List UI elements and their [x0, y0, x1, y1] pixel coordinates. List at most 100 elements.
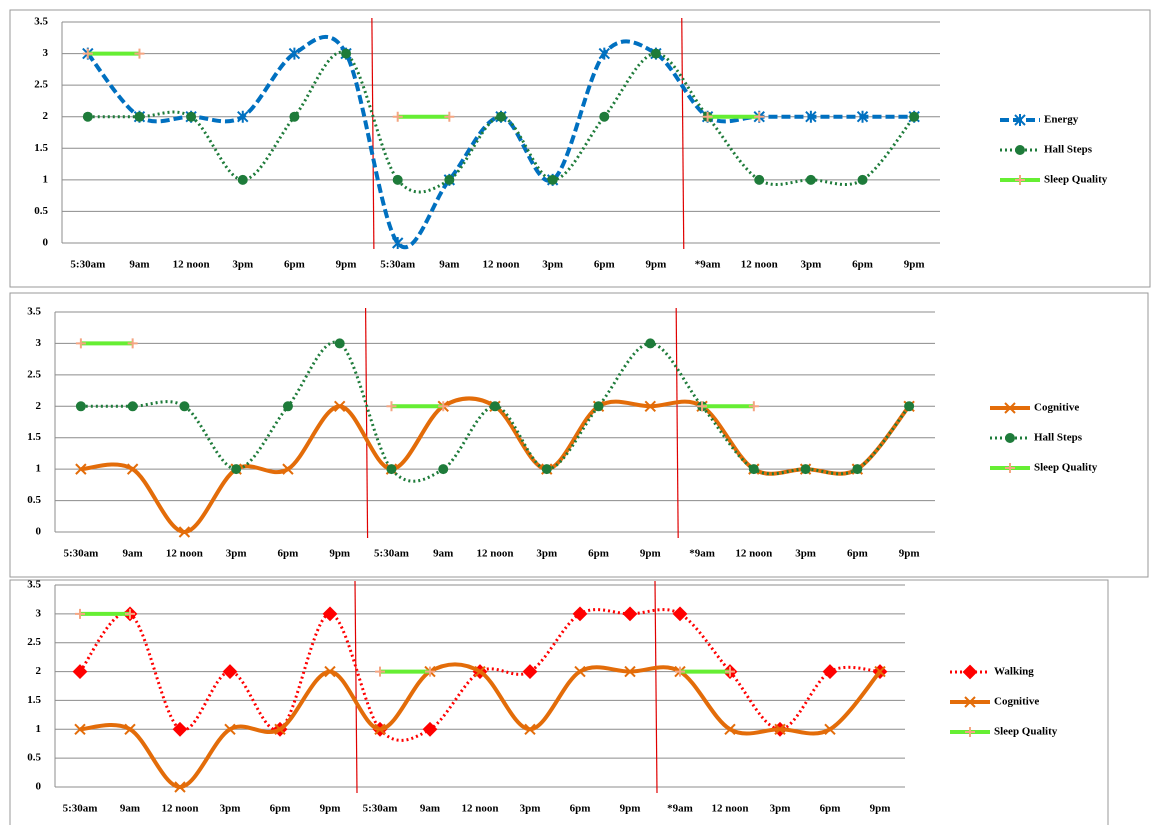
marker	[1005, 463, 1015, 473]
x-tick-label: 3pm	[542, 259, 563, 271]
marker	[800, 464, 811, 475]
x-tick-label: 9pm	[329, 548, 350, 560]
marker	[904, 401, 915, 412]
marker	[288, 47, 301, 60]
marker	[282, 401, 293, 412]
marker	[748, 401, 759, 412]
y-tick-label: 2.5	[34, 79, 48, 91]
marker	[282, 463, 294, 475]
y-tick-label: 0	[36, 781, 42, 793]
marker	[645, 338, 656, 349]
x-tick-label: 3pm	[800, 259, 821, 271]
marker	[856, 110, 869, 123]
x-tick-label: 6pm	[278, 548, 299, 560]
day-separator	[354, 580, 358, 794]
marker	[622, 606, 638, 622]
marker	[75, 401, 86, 412]
y-tick-label: 3	[36, 337, 42, 349]
marker	[541, 464, 552, 475]
marker	[702, 111, 713, 122]
x-tick-label: 9am	[420, 803, 440, 815]
marker	[805, 174, 816, 185]
day-separator	[364, 307, 369, 539]
marker	[444, 174, 455, 185]
marker	[231, 464, 242, 475]
marker	[179, 401, 190, 412]
marker	[593, 401, 604, 412]
marker	[126, 463, 139, 475]
y-tick-label: 1	[36, 463, 42, 475]
marker	[392, 174, 403, 185]
marker	[82, 48, 93, 59]
marker	[75, 608, 85, 619]
x-tick-label: 9pm	[320, 803, 341, 815]
day-separator	[675, 307, 679, 539]
x-tick-label: 3pm	[220, 803, 241, 815]
marker	[822, 664, 838, 679]
marker	[599, 111, 610, 122]
marker	[754, 111, 765, 122]
marker	[127, 338, 138, 349]
marker	[644, 400, 657, 412]
marker	[438, 464, 449, 475]
legend-label: Walking	[994, 666, 1034, 678]
y-tick-label: 3.5	[34, 16, 48, 28]
x-tick-label: 5:30am	[63, 548, 98, 560]
x-tick-label: 3pm	[795, 548, 816, 560]
marker	[574, 665, 586, 678]
chart: 0 0.5 1 1.5 2 2.5 3 3.5 5:30am 9am 12 noon 3pm 6pm 9p…	[9, 292, 1149, 578]
marker	[422, 721, 438, 737]
x-tick-label: 5:30am	[70, 259, 105, 271]
x-tick-label: 12 noon	[166, 548, 203, 560]
x-tick-label: 6pm	[847, 548, 868, 560]
series-line	[78, 608, 881, 742]
day-separator	[681, 17, 685, 250]
y-tick-label: 2	[36, 400, 42, 412]
marker	[572, 606, 588, 622]
marker	[522, 664, 538, 679]
marker	[134, 111, 145, 122]
marker	[852, 464, 863, 475]
x-tick-label: 6pm	[284, 259, 305, 271]
x-tick-label: 9pm	[640, 548, 661, 560]
marker	[857, 174, 868, 185]
x-tick-label: 9pm	[336, 259, 357, 271]
marker	[386, 401, 397, 412]
marker	[1004, 402, 1016, 414]
marker	[74, 723, 86, 735]
y-tick-label: 0	[43, 237, 49, 249]
x-tick-label: 6pm	[570, 803, 591, 815]
y-tick-label: 1	[36, 723, 42, 735]
x-tick-label: *9am	[695, 259, 721, 271]
marker	[75, 463, 87, 475]
day-separator	[654, 580, 658, 794]
legend-label: Sleep Quality	[1034, 462, 1098, 474]
marker	[474, 665, 486, 678]
x-tick-label: 12 noon	[712, 803, 749, 815]
legend-label: Hall Steps	[1044, 144, 1093, 156]
y-tick-label: 0.5	[27, 494, 41, 506]
x-tick-label: 9pm	[620, 803, 641, 815]
marker	[965, 727, 975, 737]
marker	[1015, 175, 1025, 185]
day-separator	[371, 17, 375, 250]
x-tick-label: *9am	[667, 803, 693, 815]
marker	[375, 666, 385, 677]
chart: 0 0.5 1 1.5 2 2.5 3 3.5 5:30am 9am 12 noon 3pm 6pm 9p…	[9, 9, 1151, 288]
marker	[444, 111, 455, 122]
marker	[909, 111, 920, 122]
y-tick-label: 3.5	[27, 579, 41, 591]
y-tick-label: 2	[43, 110, 49, 122]
marker	[341, 48, 352, 59]
marker	[805, 110, 817, 123]
marker	[324, 665, 336, 678]
marker	[224, 723, 236, 735]
marker	[824, 723, 836, 735]
x-tick-label: *9am	[689, 548, 715, 560]
x-tick-label: 9pm	[646, 259, 667, 271]
x-tick-label: 3pm	[226, 548, 247, 560]
legend-label: Hall Steps	[1034, 432, 1083, 444]
marker	[598, 47, 611, 60]
marker	[964, 696, 976, 708]
marker	[754, 174, 765, 185]
